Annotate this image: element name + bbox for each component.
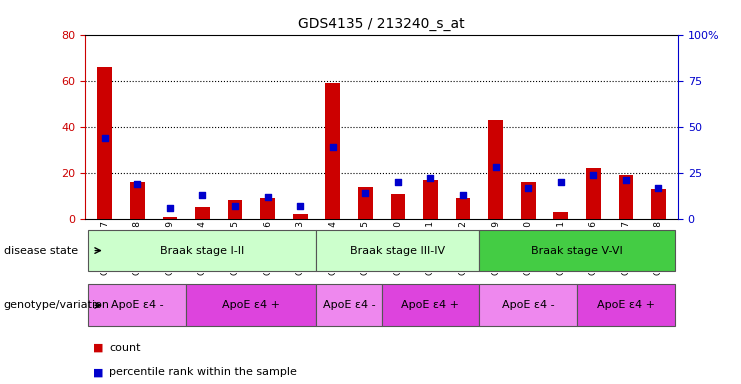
Bar <box>619 175 634 219</box>
FancyBboxPatch shape <box>186 284 316 326</box>
Point <box>131 181 143 187</box>
Text: ■: ■ <box>93 343 103 353</box>
Text: ApoE ε4 -: ApoE ε4 - <box>502 300 554 310</box>
FancyBboxPatch shape <box>316 230 479 271</box>
Bar <box>130 182 144 219</box>
FancyBboxPatch shape <box>316 284 382 326</box>
Point <box>588 172 599 178</box>
Bar <box>260 198 275 219</box>
Bar <box>521 182 536 219</box>
Bar <box>293 214 308 219</box>
FancyBboxPatch shape <box>577 284 675 326</box>
Point <box>229 203 241 209</box>
FancyBboxPatch shape <box>88 230 316 271</box>
Text: disease state: disease state <box>4 245 78 256</box>
Point <box>457 192 469 198</box>
Bar <box>554 212 568 219</box>
Text: Braak stage III-IV: Braak stage III-IV <box>350 245 445 256</box>
FancyBboxPatch shape <box>479 230 675 271</box>
FancyBboxPatch shape <box>382 284 479 326</box>
Text: ■: ■ <box>93 367 103 377</box>
Bar <box>456 198 471 219</box>
Point <box>425 175 436 181</box>
Point <box>164 205 176 211</box>
Text: count: count <box>109 343 141 353</box>
Point <box>620 177 632 183</box>
Point <box>555 179 567 185</box>
Text: Braak stage I-II: Braak stage I-II <box>160 245 245 256</box>
Bar <box>586 168 601 219</box>
Text: ApoE ε4 -: ApoE ε4 - <box>111 300 164 310</box>
FancyBboxPatch shape <box>88 284 186 326</box>
Bar <box>162 217 177 219</box>
Bar <box>391 194 405 219</box>
Point <box>327 144 339 150</box>
Point <box>490 164 502 170</box>
Text: ApoE ε4 +: ApoE ε4 + <box>222 300 280 310</box>
Text: Braak stage V-VI: Braak stage V-VI <box>531 245 623 256</box>
Point <box>99 135 110 141</box>
Point <box>653 184 665 190</box>
Point <box>262 194 273 200</box>
Point <box>522 184 534 190</box>
Text: ApoE ε4 +: ApoE ε4 + <box>402 300 459 310</box>
FancyBboxPatch shape <box>479 284 577 326</box>
Bar <box>325 83 340 219</box>
Bar <box>227 200 242 219</box>
Text: ApoE ε4 -: ApoE ε4 - <box>323 300 376 310</box>
Point <box>392 179 404 185</box>
Text: ApoE ε4 +: ApoE ε4 + <box>597 300 655 310</box>
Text: percentile rank within the sample: percentile rank within the sample <box>109 367 297 377</box>
Point <box>196 192 208 198</box>
Point <box>359 190 371 196</box>
Bar <box>488 120 503 219</box>
Bar <box>195 207 210 219</box>
Text: genotype/variation: genotype/variation <box>4 300 110 310</box>
Bar <box>651 189 666 219</box>
Title: GDS4135 / 213240_s_at: GDS4135 / 213240_s_at <box>299 17 465 31</box>
Bar <box>97 67 112 219</box>
Point <box>294 203 306 209</box>
Bar <box>358 187 373 219</box>
Bar <box>423 180 438 219</box>
